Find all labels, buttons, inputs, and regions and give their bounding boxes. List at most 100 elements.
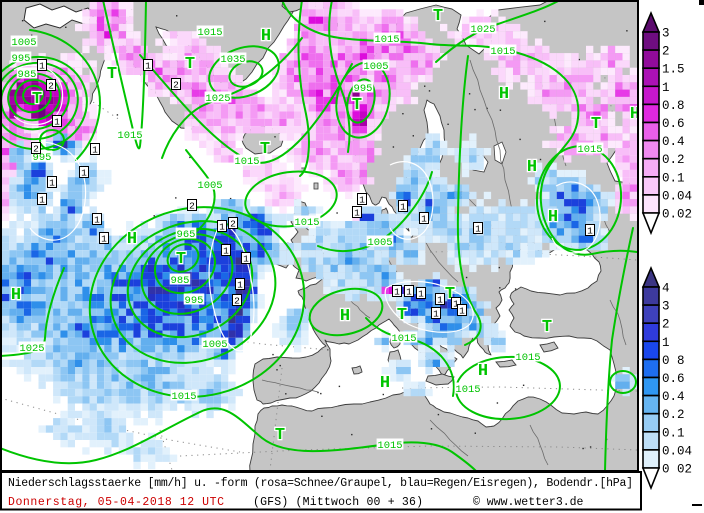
svg-text:965: 965 xyxy=(177,229,196,241)
svg-text:1015: 1015 xyxy=(515,352,540,364)
svg-text:1: 1 xyxy=(219,222,225,233)
svg-text:2: 2 xyxy=(234,296,240,307)
svg-text:T: T xyxy=(275,426,285,445)
svg-text:H: H xyxy=(548,208,558,227)
svg-text:1005: 1005 xyxy=(197,180,222,192)
svg-text:1005: 1005 xyxy=(367,237,392,249)
svg-text:1: 1 xyxy=(662,81,670,95)
svg-text:1: 1 xyxy=(359,195,365,206)
svg-text:Niederschlagsstaerke [mm/h] u.: Niederschlagsstaerke [mm/h] u. -form (ro… xyxy=(8,477,633,490)
svg-text:1: 1 xyxy=(54,117,60,128)
svg-text:2: 2 xyxy=(230,219,236,230)
svg-text:0.6: 0.6 xyxy=(662,117,685,131)
svg-text:1: 1 xyxy=(437,295,443,306)
svg-text:1: 1 xyxy=(459,306,465,317)
svg-text:T: T xyxy=(32,90,42,109)
svg-text:H: H xyxy=(11,286,21,305)
svg-text:H: H xyxy=(499,85,509,104)
svg-text:1015: 1015 xyxy=(577,144,602,156)
svg-text:0.1: 0.1 xyxy=(662,171,685,185)
svg-text:1015: 1015 xyxy=(234,156,259,168)
svg-text:1015: 1015 xyxy=(455,384,480,396)
svg-text:1: 1 xyxy=(81,168,87,179)
svg-text:H: H xyxy=(340,307,350,326)
svg-text:1: 1 xyxy=(418,289,424,300)
svg-text:1: 1 xyxy=(39,61,45,72)
svg-text:(GFS) (Mittwoch 00 + 36): (GFS) (Mittwoch 00 + 36) xyxy=(253,496,423,509)
svg-text:1005: 1005 xyxy=(202,339,227,351)
svg-text:1025: 1025 xyxy=(470,24,495,36)
svg-text:0.8: 0.8 xyxy=(662,99,685,113)
svg-text:1: 1 xyxy=(145,61,151,72)
svg-text:1015: 1015 xyxy=(391,333,416,345)
svg-text:1015: 1015 xyxy=(117,130,142,142)
svg-text:1005: 1005 xyxy=(11,37,36,49)
svg-text:1025: 1025 xyxy=(19,343,44,355)
svg-text:H: H xyxy=(478,362,488,381)
svg-text:995: 995 xyxy=(185,295,204,307)
svg-text:1: 1 xyxy=(587,226,593,237)
svg-text:1: 1 xyxy=(475,224,481,235)
svg-text:0 8: 0 8 xyxy=(662,354,685,368)
svg-text:1015: 1015 xyxy=(377,440,402,452)
svg-text:1015: 1015 xyxy=(490,46,515,58)
svg-text:1: 1 xyxy=(94,215,100,226)
svg-text:995: 995 xyxy=(33,152,52,164)
svg-text:0.6: 0.6 xyxy=(662,372,685,386)
svg-text:Donnerstag, 05-04-2018 12 UTC: Donnerstag, 05-04-2018 12 UTC xyxy=(8,496,224,509)
svg-text:1: 1 xyxy=(243,254,249,265)
svg-text:0.4: 0.4 xyxy=(662,135,685,149)
svg-text:T: T xyxy=(185,55,195,74)
svg-text:0 02: 0 02 xyxy=(662,463,692,477)
svg-text:1015: 1015 xyxy=(171,391,196,403)
svg-text:1: 1 xyxy=(223,246,229,257)
svg-text:2: 2 xyxy=(189,201,195,212)
svg-text:1: 1 xyxy=(421,214,427,225)
svg-text:1: 1 xyxy=(49,178,55,189)
svg-text:1: 1 xyxy=(406,287,412,298)
svg-text:2: 2 xyxy=(662,45,670,59)
svg-text:H: H xyxy=(630,105,640,124)
svg-text:2: 2 xyxy=(33,144,39,155)
svg-text:1: 1 xyxy=(237,280,243,291)
svg-text:T: T xyxy=(176,250,186,269)
svg-text:1: 1 xyxy=(101,234,107,245)
svg-text:T: T xyxy=(397,306,407,325)
svg-text:1: 1 xyxy=(453,299,459,310)
svg-text:0.4: 0.4 xyxy=(662,390,685,404)
svg-text:3: 3 xyxy=(662,300,670,314)
svg-text:1: 1 xyxy=(92,145,98,156)
svg-text:© www.wetter3.de: © www.wetter3.de xyxy=(473,496,584,509)
svg-text:1: 1 xyxy=(354,208,360,219)
svg-text:1: 1 xyxy=(433,309,439,320)
svg-text:1005: 1005 xyxy=(363,61,388,73)
svg-text:T: T xyxy=(433,7,443,26)
svg-text:2: 2 xyxy=(48,81,54,92)
svg-text:1025: 1025 xyxy=(205,93,230,105)
svg-text:T: T xyxy=(107,65,117,84)
svg-text:1: 1 xyxy=(662,336,670,350)
svg-text:3: 3 xyxy=(662,27,670,41)
svg-text:H: H xyxy=(527,158,537,177)
svg-text:0.1: 0.1 xyxy=(662,426,685,440)
svg-text:2: 2 xyxy=(662,318,670,332)
svg-text:2: 2 xyxy=(173,80,179,91)
svg-text:1: 1 xyxy=(39,195,45,206)
svg-text:985: 985 xyxy=(18,69,37,81)
svg-text:1: 1 xyxy=(400,202,406,213)
svg-text:0.2: 0.2 xyxy=(662,408,685,422)
svg-text:4: 4 xyxy=(662,282,670,296)
svg-text:985: 985 xyxy=(171,275,190,287)
svg-text:0.2: 0.2 xyxy=(662,153,685,167)
svg-text:H: H xyxy=(261,27,271,46)
svg-text:1015: 1015 xyxy=(294,217,319,229)
svg-text:T: T xyxy=(591,115,601,134)
svg-text:1015: 1015 xyxy=(197,27,222,39)
svg-text:0.04: 0.04 xyxy=(662,444,692,458)
svg-text:995: 995 xyxy=(12,53,31,65)
svg-text:T: T xyxy=(260,140,270,159)
svg-text:1035: 1035 xyxy=(220,54,245,66)
svg-text:H: H xyxy=(127,230,137,249)
svg-text:0.02: 0.02 xyxy=(662,208,692,222)
svg-text:1.5: 1.5 xyxy=(662,63,685,77)
